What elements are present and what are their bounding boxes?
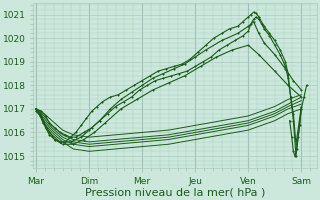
X-axis label: Pression niveau de la mer( hPa ): Pression niveau de la mer( hPa ): [85, 187, 266, 197]
